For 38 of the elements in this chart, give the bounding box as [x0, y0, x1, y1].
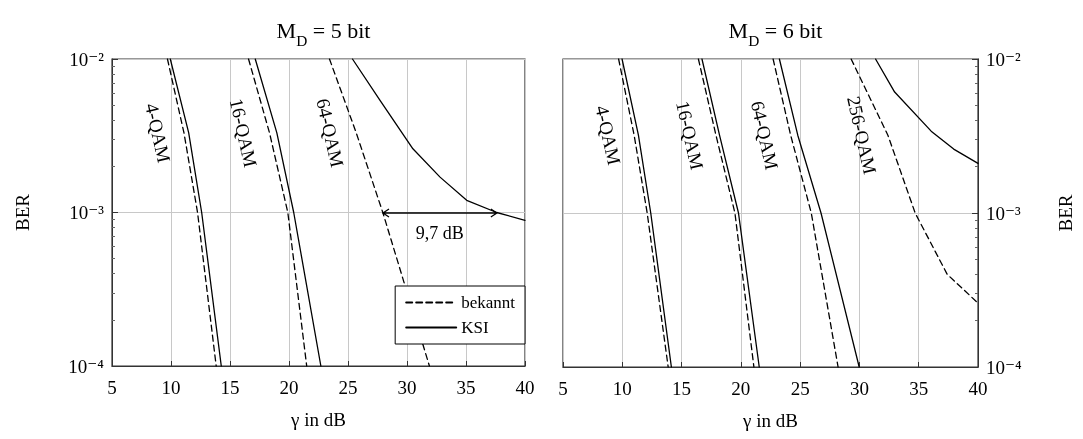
x-tick-label: 15 [672, 378, 692, 399]
x-tick-label: 20 [731, 378, 751, 399]
x-axis-title: γ in dB [742, 410, 798, 431]
x-tick-label: 10 [612, 378, 632, 399]
x-tick-label: 20 [279, 377, 299, 398]
annotation: 64-QAM [746, 98, 783, 172]
line-series [351, 58, 526, 221]
y-tick-label: 10⁻³ [986, 202, 1022, 224]
x-tick-label: 25 [790, 378, 810, 399]
x-tick-label: 30 [397, 377, 417, 398]
x-tick-label: 5 [558, 378, 568, 399]
line-series [874, 58, 979, 165]
legend-label: bekannt [461, 293, 516, 312]
annotation: 4-QAM [591, 103, 625, 167]
x-tick-label: 5 [107, 377, 117, 398]
x-tick-label: 35 [909, 378, 929, 399]
x-tick-label: 25 [338, 377, 358, 398]
x-tick-label: 40 [515, 377, 535, 398]
x-tick-label: 10 [161, 377, 181, 398]
annotation: 16-QAM [225, 96, 262, 170]
y-tick-label: 10⁻² [986, 48, 1022, 70]
annotation: 9,7 dB [415, 222, 464, 243]
x-tick-label: 35 [456, 377, 476, 398]
legend-label: KSI [461, 318, 489, 337]
x-tick-label: 15 [220, 377, 240, 398]
y-tick-label: 10⁻³ [69, 202, 105, 223]
x-axis-title: γ in dB [290, 409, 346, 430]
annotation: 256-QAM [842, 94, 881, 177]
y-tick-label: 10⁻⁴ [68, 355, 105, 377]
x-tick-label: 30 [849, 378, 869, 399]
y-axis-title: BER [12, 193, 33, 231]
annotation: 16-QAM [672, 98, 708, 172]
annotation: 4-QAM [141, 101, 175, 165]
y-tick-label: 10⁻⁴ [986, 356, 1023, 378]
x-tick-label: 40 [968, 378, 988, 399]
y-tick-label: 10⁻² [69, 48, 105, 70]
y-axis-title: BER [1055, 194, 1076, 232]
annotation: 64-QAM [312, 96, 349, 170]
